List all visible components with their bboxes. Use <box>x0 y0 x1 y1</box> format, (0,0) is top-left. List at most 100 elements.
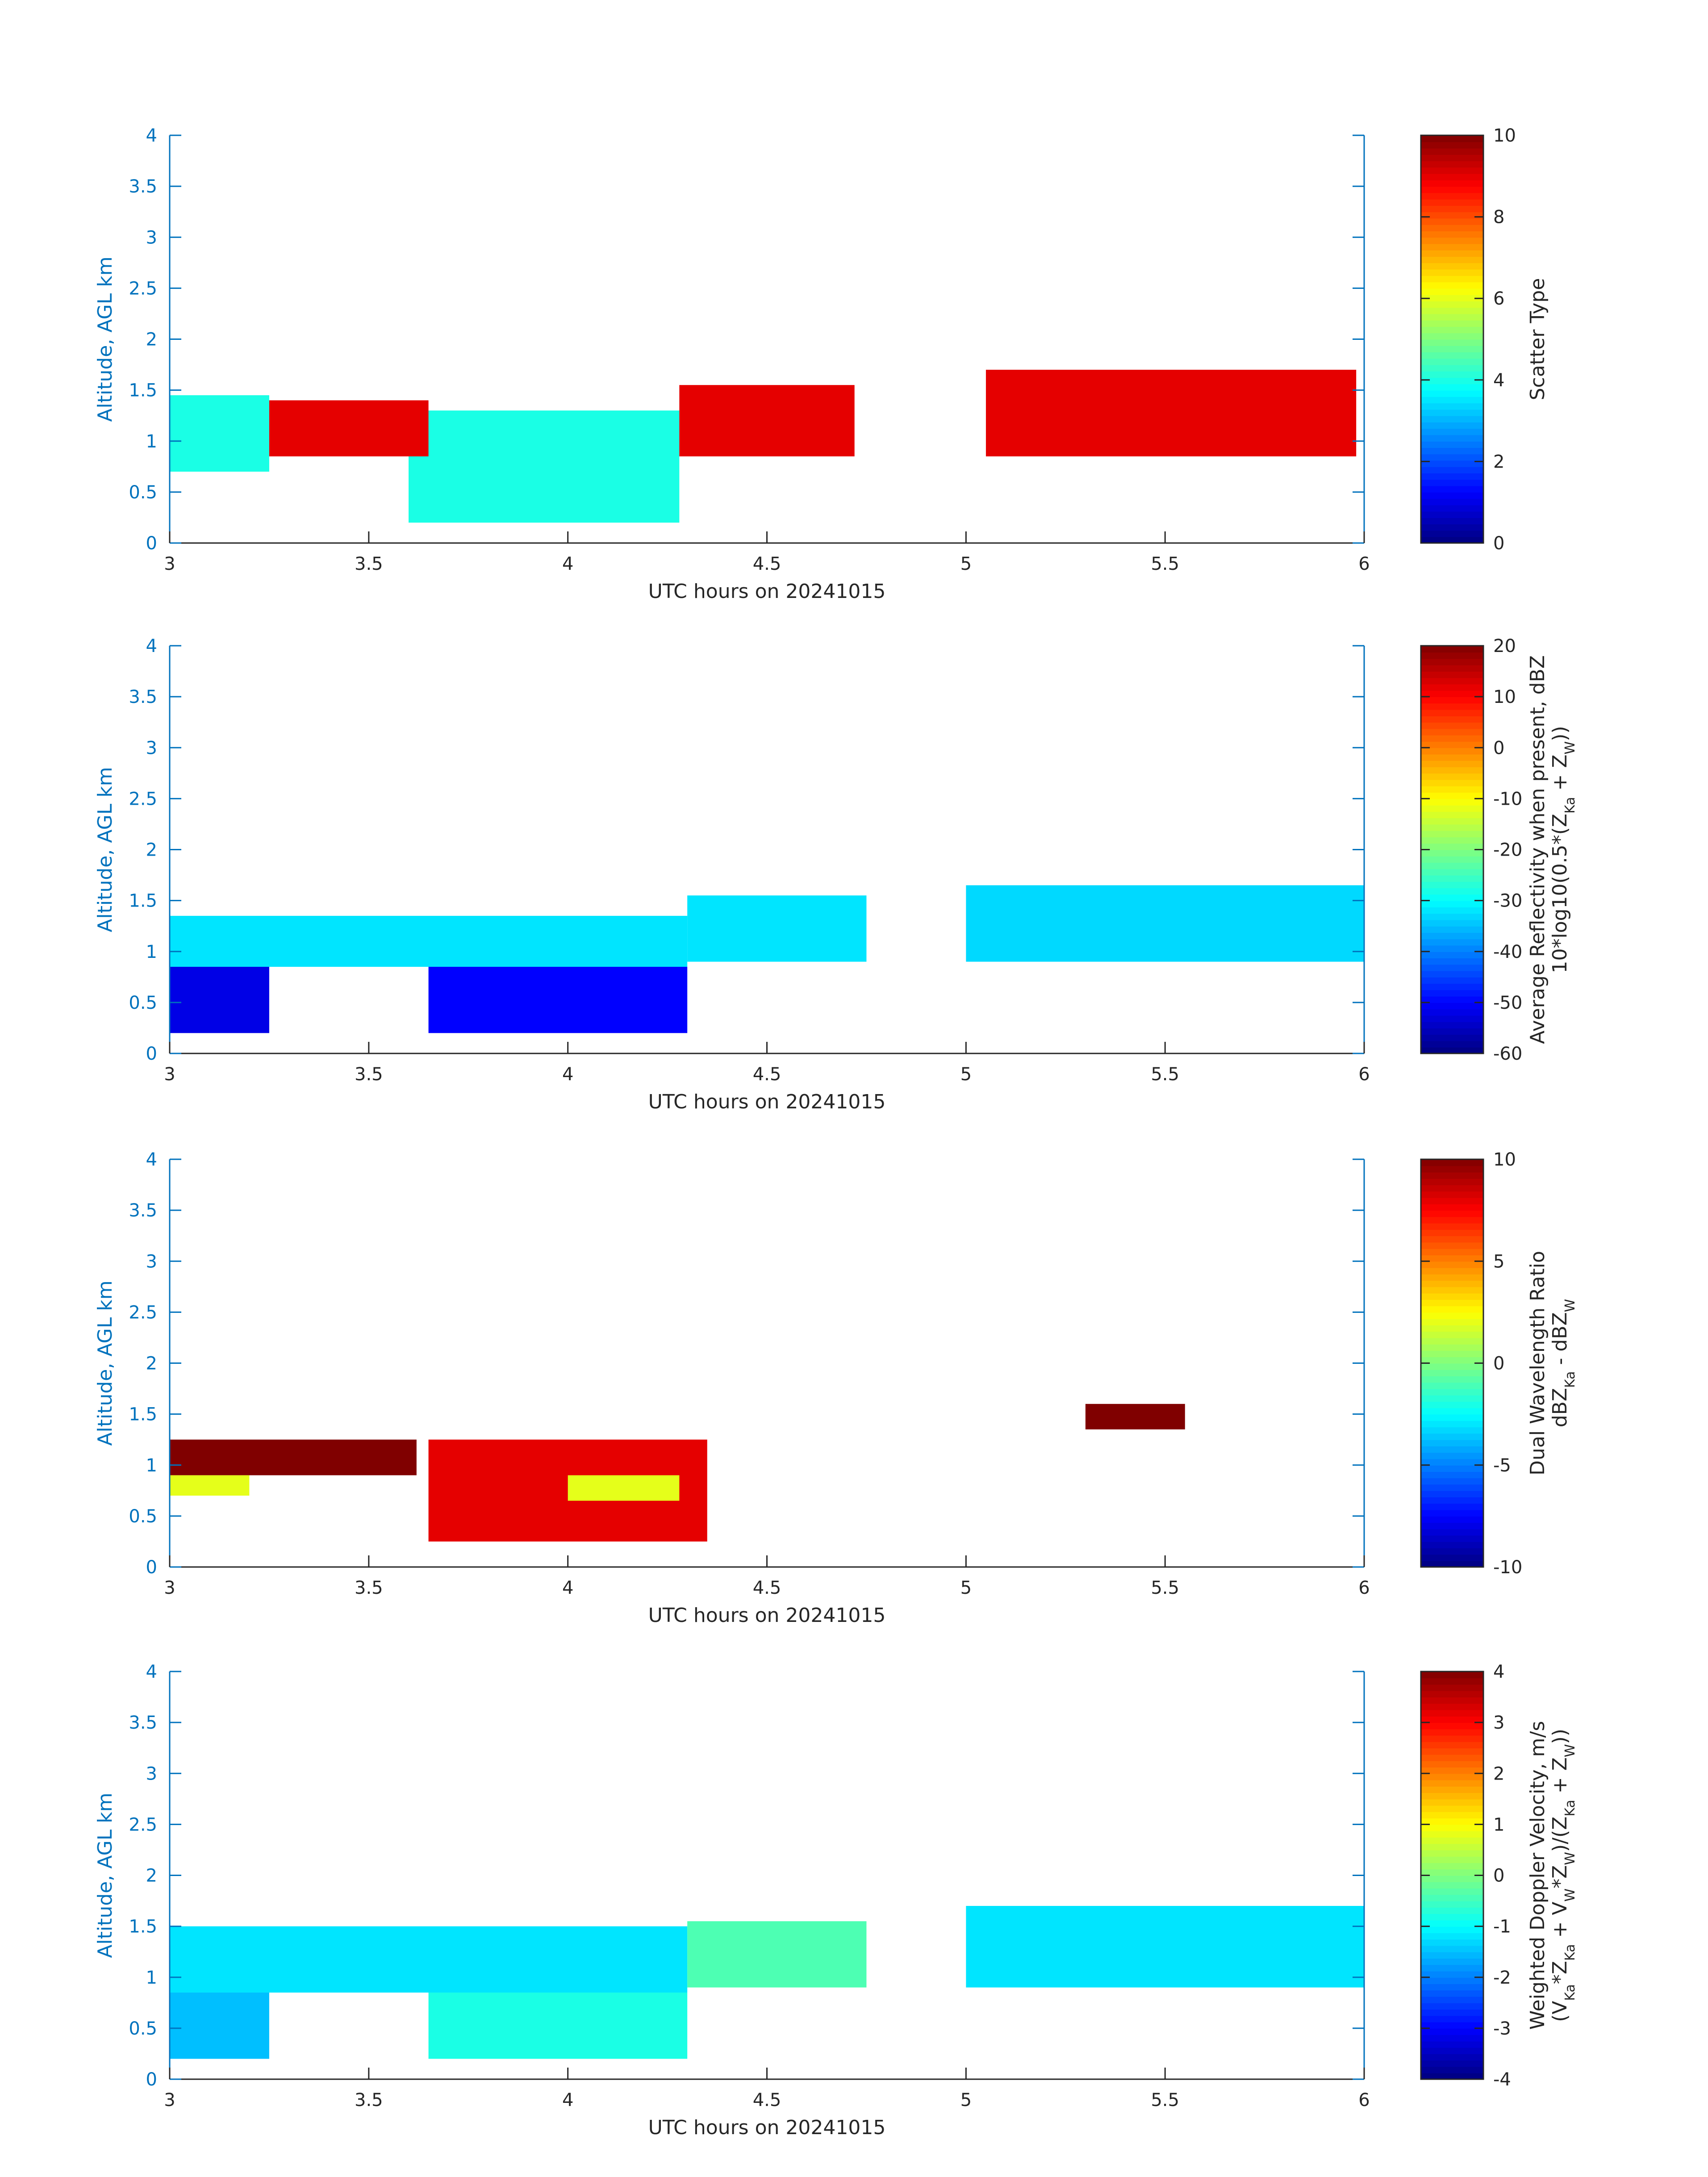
colorbar-segment <box>1421 951 1483 959</box>
colorbar-segment <box>1421 282 1483 289</box>
colorbar-segment <box>1421 983 1483 990</box>
y-tick-label: 0.5 <box>129 2018 157 2039</box>
colorbar-segment <box>1421 2015 1483 2022</box>
colorbar-segment <box>1421 1907 1483 1914</box>
colorbar-segment <box>1421 1452 1483 1459</box>
x-tick-label: 5 <box>960 1064 972 1085</box>
x-tick-label: 5 <box>960 1578 972 1598</box>
y-tick-label: 2 <box>146 330 157 350</box>
x-tick-label: 3 <box>164 1064 175 1085</box>
x-tick-label: 6 <box>1358 1064 1370 1085</box>
colorbar-tick-label: -50 <box>1493 993 1522 1013</box>
colorbar-segment <box>1421 913 1483 920</box>
colorbar-segment <box>1421 269 1483 276</box>
colorbar-segment <box>1421 1458 1483 1466</box>
colorbar-segment <box>1421 1818 1483 1825</box>
colorbar-segment <box>1421 345 1483 353</box>
colorbar-segment <box>1421 1172 1483 1179</box>
colorbar-segment <box>1421 1535 1483 1542</box>
colorbar-segment <box>1421 1203 1483 1211</box>
y-axis-label: Altitude, AGL km <box>94 1793 117 1958</box>
colorbar-segment <box>1421 1678 1483 1685</box>
data-region-5 <box>986 369 1357 456</box>
colorbar-segment <box>1421 263 1483 270</box>
colorbar-tick-label: -30 <box>1493 891 1522 911</box>
colorbar-segment <box>1421 1888 1483 1895</box>
colorbar-segment <box>1421 1287 1483 1294</box>
colorbar-segment <box>1421 1914 1483 1921</box>
colorbar-segment <box>1421 2053 1483 2061</box>
data-region-5 <box>966 885 1364 962</box>
x-tick-label: 4.5 <box>753 2090 781 2110</box>
colorbar-segment <box>1421 1786 1483 1793</box>
colorbar-segment <box>1421 358 1483 365</box>
colorbar-segment <box>1421 409 1483 416</box>
colorbar-segment <box>1421 900 1483 907</box>
colorbar-segment <box>1421 1856 1483 1863</box>
colorbar-segment <box>1421 1793 1483 1800</box>
colorbar-segment <box>1421 715 1483 723</box>
colorbar-segment <box>1421 1337 1483 1345</box>
colorbar-segment <box>1421 1709 1483 1717</box>
colorbar-segment <box>1421 818 1483 825</box>
colorbar-segment <box>1421 1414 1483 1421</box>
colorbar-segment <box>1421 243 1483 251</box>
colorbar-segment <box>1421 1971 1483 1978</box>
colorbar-segment <box>1421 1015 1483 1022</box>
colorbar-segment <box>1421 1554 1483 1561</box>
colorbar-segment <box>1421 326 1483 334</box>
x-tick-label: 5 <box>960 2090 972 2110</box>
y-tick-label: 2.5 <box>129 1302 157 1323</box>
colorbar-segment <box>1421 180 1483 187</box>
y-tick-label: 0.5 <box>129 993 157 1013</box>
colorbar-segment <box>1421 1926 1483 1933</box>
colorbar-segment <box>1421 1920 1483 1927</box>
colorbar-segment <box>1421 466 1483 474</box>
colorbar-tick-label: -4 <box>1493 2069 1511 2090</box>
colorbar-segment <box>1421 390 1483 397</box>
x-tick-label: 4 <box>562 1578 573 1598</box>
data-region-4 <box>568 1475 680 1501</box>
colorbar-tick-label: -1 <box>1493 1917 1511 1937</box>
y-tick-label: 2.5 <box>129 789 157 809</box>
colorbar-segment <box>1421 811 1483 819</box>
colorbar-segment <box>1421 1420 1483 1428</box>
colorbar-segment <box>1421 1996 1483 2003</box>
x-tick-label: 3.5 <box>355 1578 383 1598</box>
colorbar-segment <box>1421 869 1483 876</box>
colorbar-segment <box>1421 1830 1483 1838</box>
colorbar-tick-label: -3 <box>1493 2018 1511 2039</box>
colorbar-segment <box>1421 741 1483 748</box>
y-tick-label: 0.5 <box>129 482 157 503</box>
colorbar-segment <box>1421 773 1483 780</box>
colorbar-segment <box>1421 1191 1483 1198</box>
colorbar-segment <box>1421 1159 1483 1166</box>
colorbar-segment <box>1421 1408 1483 1415</box>
x-tick-label: 6 <box>1358 2090 1370 2110</box>
colorbar-segment <box>1421 1716 1483 1723</box>
y-tick-label: 3.5 <box>129 1713 157 1733</box>
colorbar-label: Scatter Type <box>1526 278 1549 401</box>
colorbar-segment <box>1421 339 1483 346</box>
y-tick-label: 1 <box>146 1455 157 1476</box>
colorbar-segment <box>1421 294 1483 301</box>
y-axis-label: Altitude, AGL km <box>94 1280 117 1446</box>
colorbar-segment <box>1421 2035 1483 2042</box>
colorbar-segment <box>1421 646 1483 653</box>
colorbar-segment <box>1421 709 1483 716</box>
data-region-2 <box>170 966 269 1033</box>
x-tick-label: 6 <box>1358 1578 1370 1598</box>
colorbar-segment <box>1421 371 1483 378</box>
colorbar-segment <box>1421 658 1483 665</box>
x-tick-label: 3.5 <box>355 554 383 574</box>
colorbar-segment <box>1421 2022 1483 2029</box>
colorbar-segment <box>1421 932 1483 940</box>
data-region-5 <box>966 1905 1364 1988</box>
colorbar-segment <box>1421 460 1483 467</box>
colorbar-segment <box>1421 996 1483 1003</box>
colorbar-segment <box>1421 843 1483 850</box>
colorbar-tick-label: 10 <box>1493 687 1516 707</box>
colorbar-segment <box>1421 1216 1483 1224</box>
colorbar-label: dBZKa - dBZW <box>1549 1299 1578 1428</box>
